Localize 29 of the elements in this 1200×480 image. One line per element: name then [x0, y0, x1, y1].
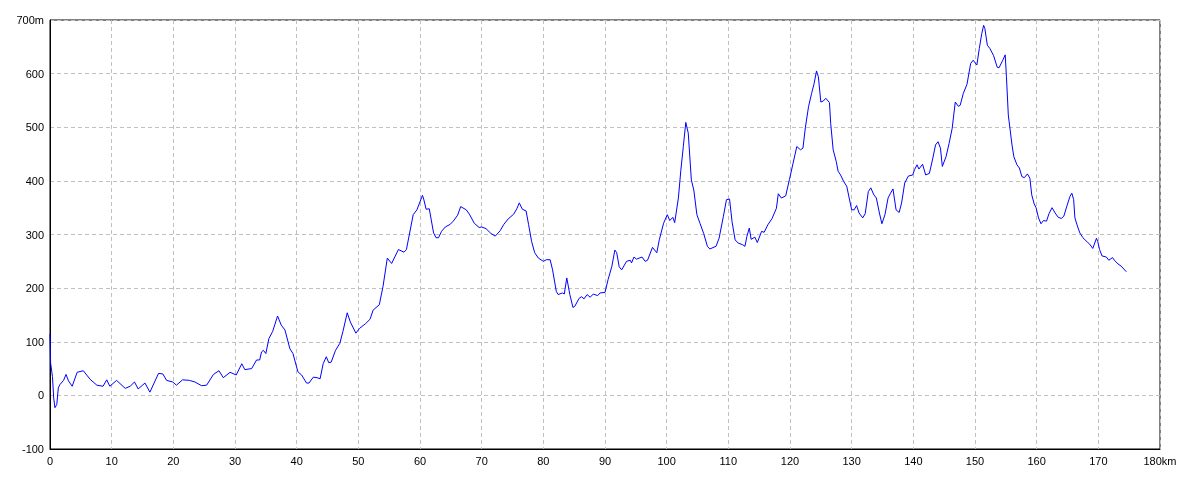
y-tick-label: 700m — [16, 14, 44, 26]
line-series — [49, 24, 1127, 409]
y-tick-label: -100 — [21, 443, 44, 455]
x-tick-label: 100 — [657, 454, 676, 467]
y-tick-label: 300 — [25, 228, 44, 241]
x-tick-label: 50 — [352, 454, 365, 467]
x-tick-label: 180km — [1143, 454, 1177, 467]
x-tick-label: 160 — [1027, 454, 1046, 467]
x-tick-label: 170 — [1089, 454, 1108, 467]
x-tick-label: 30 — [228, 454, 242, 467]
x-tick-label: 0 — [46, 454, 54, 467]
x-tick-label: 90 — [598, 454, 612, 467]
y-tick-label: 600 — [25, 67, 44, 80]
y-tick-label: 500 — [25, 121, 44, 134]
x-tick-label: 20 — [167, 454, 180, 467]
x-tick-label: 70 — [475, 454, 488, 467]
x-tick-label: 110 — [719, 454, 738, 467]
y-tick-label: 100 — [25, 335, 44, 348]
x-tick-label: 10 — [105, 454, 118, 467]
x-tick-label: 120 — [780, 454, 800, 467]
x-tick-label: 60 — [413, 454, 427, 467]
x-tick-label: 40 — [290, 454, 303, 467]
y-tick-label: 0 — [37, 389, 44, 402]
y-tick-label: 400 — [25, 174, 44, 187]
y-tick-label: 200 — [25, 282, 44, 295]
x-tick-label: 130 — [842, 454, 861, 467]
x-tick-label: 140 — [904, 454, 923, 467]
x-tick-label: 80 — [537, 454, 550, 467]
x-tick-label: 150 — [965, 454, 985, 467]
